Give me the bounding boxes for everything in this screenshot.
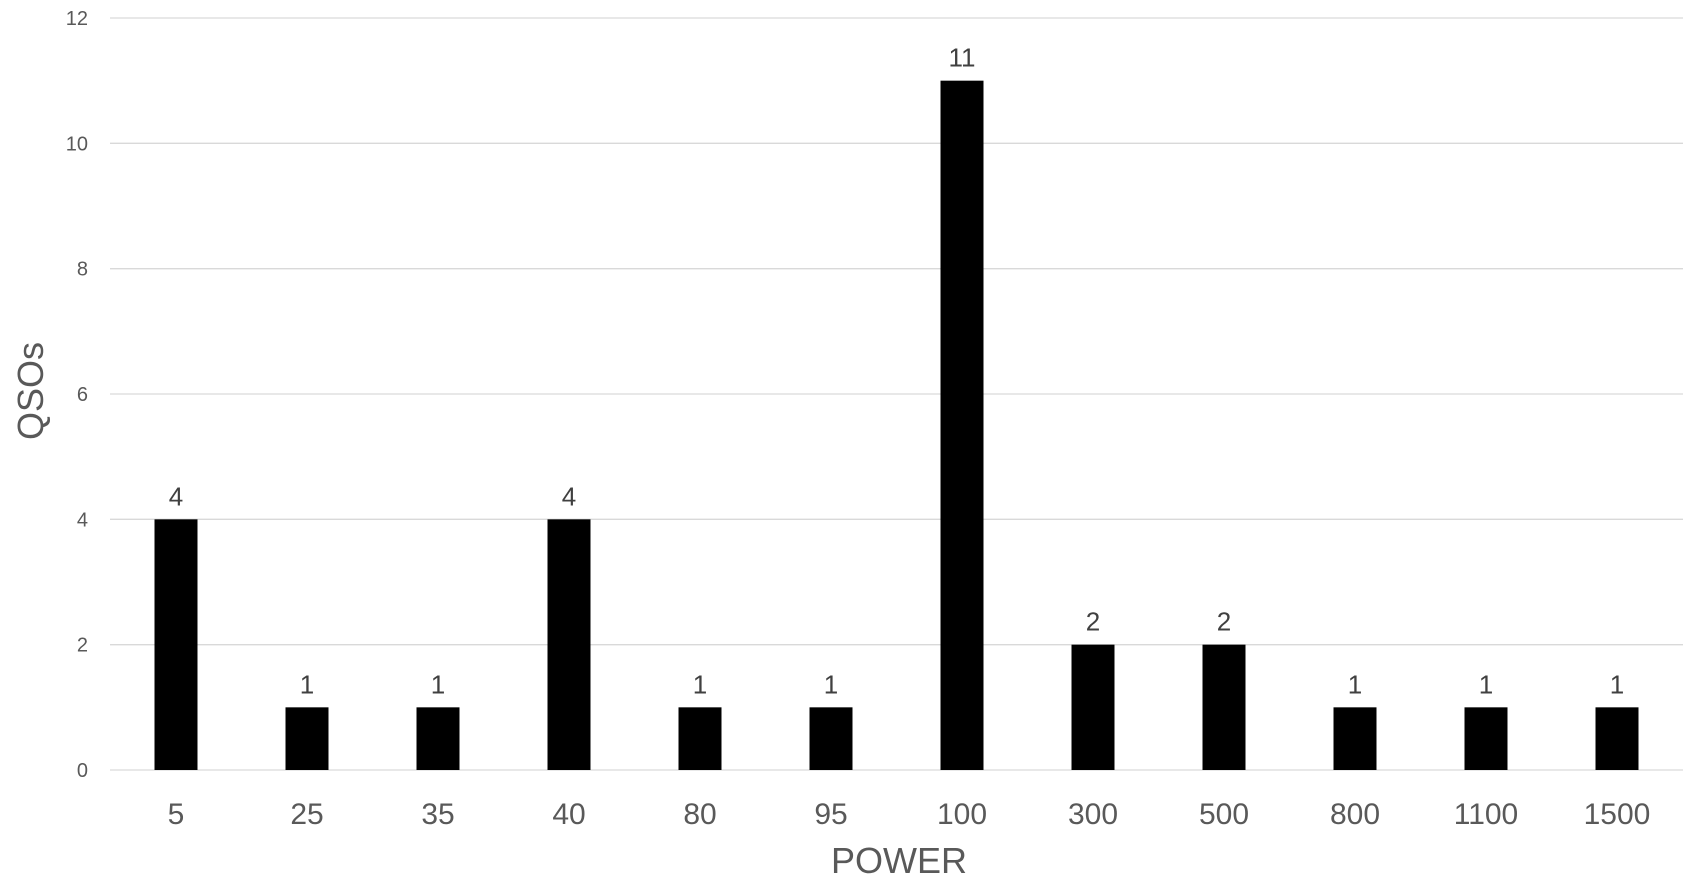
y-tick-label: 4 (77, 509, 88, 531)
bar-80 (678, 707, 722, 770)
y-tick-label: 0 (77, 760, 88, 782)
x-tick-label: 500 (1199, 798, 1249, 831)
gridlines (110, 17, 1683, 771)
bar-300 (1071, 644, 1115, 770)
y-tick-label: 6 (77, 384, 88, 406)
x-axis-title: POWER (831, 840, 967, 881)
x-tick-label: 35 (421, 798, 454, 831)
x-tick-label: 40 (552, 798, 585, 831)
data-label-25: 1 (300, 669, 314, 699)
data-label-80: 1 (693, 669, 707, 699)
bar-100 (940, 80, 984, 770)
bar-1500 (1595, 707, 1639, 770)
bar-25 (285, 707, 329, 770)
data-label-500: 2 (1217, 607, 1231, 637)
bar-1100 (1464, 707, 1508, 770)
bar-800 (1333, 707, 1377, 770)
x-tick-label: 5 (168, 798, 185, 831)
bar-500 (1202, 644, 1246, 770)
data-label-800: 1 (1348, 669, 1362, 699)
data-label-40: 4 (562, 481, 576, 511)
y-tick-label: 2 (77, 635, 88, 657)
y-axis-title: QSOs (10, 342, 51, 440)
y-tick-label: 8 (77, 259, 88, 281)
x-tick-label: 1500 (1584, 798, 1651, 831)
data-label-300: 2 (1086, 607, 1100, 637)
x-axis-ticks: 5 25 35 40 80 95 100 300 500 800 1100 1500 (168, 798, 1651, 831)
bar-5 (154, 519, 198, 770)
bar-35 (416, 707, 460, 770)
data-label-5: 4 (169, 481, 183, 511)
y-tick-label: 10 (66, 133, 88, 155)
y-tick-label: 12 (66, 8, 88, 30)
x-tick-label: 95 (814, 798, 847, 831)
data-label-1100: 1 (1479, 669, 1493, 699)
data-label-1500: 1 (1610, 669, 1624, 699)
y-axis-ticks: 0 2 4 6 8 10 12 (66, 8, 88, 782)
data-label-95: 1 (824, 669, 838, 699)
bars (154, 80, 1639, 770)
x-tick-label: 300 (1068, 798, 1118, 831)
x-tick-label: 80 (683, 798, 716, 831)
x-tick-label: 25 (290, 798, 323, 831)
data-label-100: 11 (949, 43, 976, 73)
data-label-35: 1 (431, 669, 445, 699)
x-tick-label: 800 (1330, 798, 1380, 831)
bar-95 (809, 707, 853, 770)
bar-40 (547, 519, 591, 770)
x-tick-label: 100 (937, 798, 987, 831)
x-tick-label: 1100 (1454, 798, 1519, 831)
